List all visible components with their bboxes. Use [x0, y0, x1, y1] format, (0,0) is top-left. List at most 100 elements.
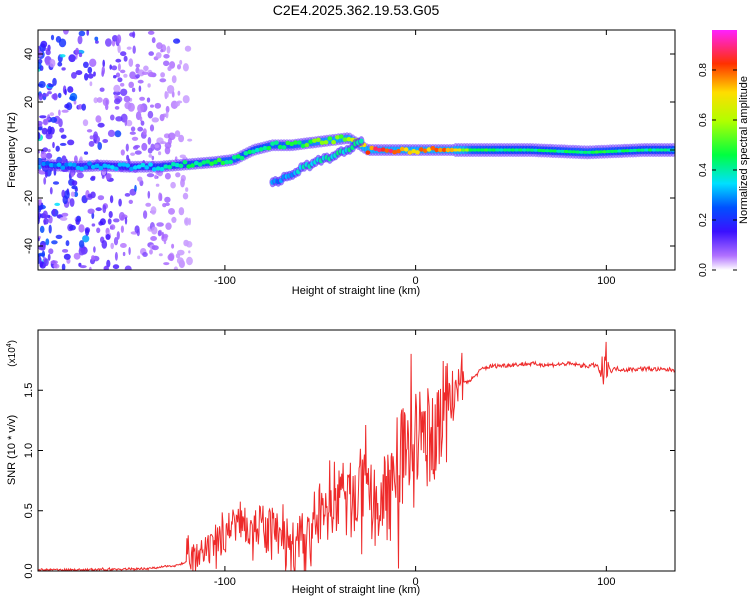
spectrogram-noise-blob	[123, 95, 131, 103]
spectrogram-noise-blob	[73, 252, 81, 260]
spectrogram-noise-blob	[39, 225, 45, 233]
spectrogram-ridge-point	[312, 138, 317, 143]
colorbar-tick-label: 0.2	[698, 213, 709, 227]
spectrogram-noise-blob	[97, 122, 105, 128]
spectrogram-ridge-point	[68, 162, 73, 167]
spectrogram-ridge-point	[98, 165, 104, 171]
spectrogram-noise-blob	[132, 145, 139, 150]
spectrogram-noise-blob	[91, 212, 95, 220]
spectrogram-noise-blob	[70, 191, 75, 197]
spectrogram-noise-blob	[61, 263, 66, 270]
spectrogram-ridge-point	[438, 147, 443, 153]
spectrogram-noise-blob	[154, 174, 157, 180]
spectrogram-ridge-point	[480, 148, 485, 152]
spectrogram-noise-blob	[163, 60, 170, 67]
spectrogram-noise-blob	[146, 97, 151, 103]
spectrogram-noise-blob	[167, 253, 175, 261]
spectrogram-noise-blob	[49, 58, 56, 68]
spectrogram-ridge-point	[342, 137, 348, 142]
spectrogram-ridge-point	[525, 148, 531, 152]
spectrogram-ridge-point	[365, 150, 371, 155]
spectrogram-ridge-point	[655, 148, 661, 152]
spectrogram-ridge-point	[182, 160, 188, 165]
spectrogram-noise-blob	[187, 138, 193, 142]
spectrogram-noise-blob	[137, 104, 145, 113]
spectrogram-ridge-point	[144, 165, 150, 170]
spectrogram-ridge-point	[79, 166, 85, 171]
spectrogram-ridge-point	[90, 164, 96, 170]
spectrogram-ridge-point	[602, 150, 607, 154]
spectrogram-ridge-point	[434, 147, 439, 153]
snr-y-tick-label: 1.5	[23, 383, 35, 398]
spectrogram-ridge-point	[323, 140, 329, 145]
snr-y-label: SNR (10 * v/v)	[6, 415, 18, 485]
spectrogram-noise-blob	[101, 66, 106, 75]
spectrogram-noise-blob	[150, 236, 158, 241]
spectrogram-noise-blob	[176, 257, 184, 265]
spectrogram-noise-blob	[66, 188, 70, 195]
spectrogram-noise-blob	[79, 156, 83, 162]
spectrogram-noise-blob	[165, 202, 170, 206]
colorbar: 0.0 0.2 0.4 0.6 0.8 Normalized spectral ampl…	[698, 30, 750, 277]
spectrogram-noise-blob	[186, 241, 193, 248]
spectrogram-noise-blob	[108, 211, 113, 218]
spectrogram-ridge-point	[460, 148, 466, 152]
spectrogram-ridge-point	[560, 149, 565, 153]
snr-y-tick-label: 0.5	[23, 503, 35, 518]
spectrogram-noise-blob	[143, 210, 148, 219]
spectrogram-ridge-point	[140, 162, 146, 168]
spectrogram-ridge-point	[651, 148, 657, 152]
spectrogram-noise-blob	[154, 144, 160, 149]
spectrogram-noise-blob	[134, 184, 137, 192]
spectrogram-ridge-point	[521, 148, 527, 152]
spectrogram-noise-blob	[61, 109, 69, 113]
spectrogram-noise-blob	[89, 135, 94, 140]
spectrogram-noise-blob	[84, 73, 89, 81]
spectrogram-ridge-point	[483, 148, 489, 152]
spectrogram-noise-blob	[117, 44, 121, 54]
spectrogram-noise-blob	[109, 224, 116, 230]
spectrogram-noise-blob	[111, 65, 118, 71]
spectrogram-noise-blob	[59, 142, 67, 146]
spectrogram-noise-blob	[63, 253, 71, 260]
spectrogram-ridge-point	[396, 148, 401, 154]
spectrogram-ridge-point	[422, 148, 428, 153]
spectrogram-noise-blob	[69, 96, 76, 101]
spectrogram-ridge-point	[75, 165, 81, 171]
spectrogram-noise-blob	[43, 219, 47, 225]
spectrogram-ridge-point	[300, 143, 306, 149]
spectrogram-noise-blob	[75, 219, 80, 225]
spectrogram-noise-blob	[89, 58, 97, 67]
spectrogram-noise-blob	[75, 47, 80, 55]
spectrogram-ridge-point	[110, 165, 115, 170]
spectrogram-noise-blob	[102, 204, 107, 214]
spectrogram-ridge-point	[495, 148, 500, 152]
spectrogram-noise-blob	[77, 104, 83, 110]
spectrogram-noise-blob	[158, 151, 162, 156]
spectrogram-noise-blob	[50, 116, 58, 123]
spectrogram-noise-blob	[45, 59, 51, 66]
spectrogram-x-tick-label: -100	[214, 275, 236, 287]
spectrogram-noise-blob	[39, 115, 47, 119]
spectrogram-noise-blob	[91, 175, 96, 180]
spectrogram-noise-blob	[105, 38, 112, 47]
spectrogram-noise-blob	[81, 103, 86, 111]
colorbar-gradient	[712, 30, 737, 270]
spectrogram-noise-blob	[95, 115, 102, 123]
spectrogram-noise-blob	[120, 51, 127, 57]
spectrogram-ridge-point	[392, 150, 397, 155]
snr-frame	[37, 329, 676, 572]
spectrogram-noise-blob	[148, 51, 154, 56]
spectrogram-noise-blob	[142, 252, 148, 257]
spectrogram-noise-blob	[132, 45, 136, 54]
spectrogram-ridge-point	[445, 147, 451, 153]
spectrogram-noise-blob	[51, 240, 58, 245]
snr-x-tick-label: 0	[413, 576, 419, 588]
spectrogram-noise-blob	[141, 71, 149, 75]
spectrogram-noise-blob	[124, 193, 131, 197]
spectrogram-x-label: Height of straight line (km)	[292, 285, 420, 297]
spectrogram-ridge-point	[338, 134, 344, 139]
spectrogram-noise-blob	[71, 180, 78, 186]
spectrogram-ridge-point	[415, 150, 420, 155]
spectrogram-noise-blob	[85, 228, 90, 236]
